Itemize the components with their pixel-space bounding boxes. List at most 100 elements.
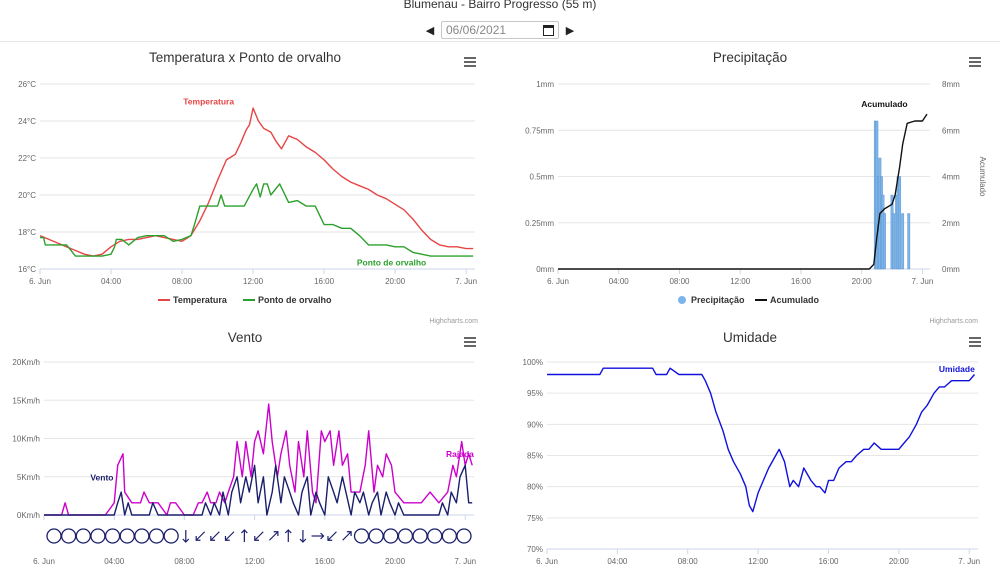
y-tick-label: 0Km/h — [17, 511, 40, 520]
vento-line — [44, 464, 473, 516]
x-tick-label: 20:00 — [852, 277, 873, 286]
x-tick-label: 7. Jun — [455, 277, 477, 286]
wind-arrow-head — [182, 538, 190, 543]
series-label: Umidade — [939, 364, 975, 374]
date-input[interactable]: 06/06/2021 — [441, 21, 559, 39]
wind-arrow-shaft — [327, 531, 337, 541]
y-tick-label: 20°C — [18, 191, 36, 200]
x-tick-label: 12:00 — [748, 557, 769, 566]
y-tick-label: 70% — [527, 545, 543, 554]
legend-item: Ponto de orvalho — [258, 295, 332, 305]
x-tick-label: 20:00 — [889, 557, 910, 566]
wind-direction-arrow — [311, 532, 325, 540]
wind-calm-marker — [427, 528, 443, 544]
y-tick-label: 75% — [527, 514, 543, 523]
y2-axis-label: Acumulado — [978, 156, 987, 197]
x-tick-label: 7. Jun — [912, 277, 934, 286]
wind-direction-arrow — [299, 530, 307, 543]
x-tick-label: 12:00 — [243, 277, 264, 286]
y-tick-label: 5Km/h — [17, 473, 40, 482]
next-day-button[interactable]: ▶ — [565, 24, 575, 37]
wind-chart-panel: Vento 0Km/h 5Km/h 10Km/h 15Km/h 20Km/h 6. Jun 0… — [0, 322, 490, 569]
wind-direction-arrow — [195, 531, 206, 541]
chart-title: Temperatura x Ponto de orvalho — [149, 50, 341, 65]
x-tick-label: 08:00 — [172, 277, 193, 286]
x-tick-label: 6. Jun — [547, 277, 569, 286]
credits: Highcharts.com — [929, 318, 978, 325]
chart-menu-icon[interactable] — [464, 57, 476, 67]
wind-arrow-head — [273, 531, 279, 536]
x-tick-label: 6. Jun — [29, 277, 51, 286]
series-label: Rajada — [446, 449, 474, 459]
wind-calm-marker — [383, 528, 399, 544]
wind-arrow-head — [240, 529, 248, 534]
rajada-line — [44, 403, 473, 516]
legend-item: Acumulado — [770, 295, 820, 305]
x-tick-label: 08:00 — [678, 557, 699, 566]
wind-calm-marker — [368, 528, 384, 544]
y-tick-label: 0.25mm — [525, 219, 554, 228]
chart-menu-icon[interactable] — [464, 337, 476, 347]
page-title: Blumenau - Bairro Progresso (55 m) — [403, 0, 597, 11]
x-tick-label: 04:00 — [607, 557, 628, 566]
chart-menu-icon[interactable] — [969, 337, 981, 347]
chart-menu-icon[interactable] — [969, 57, 981, 67]
x-tick-label: 16:00 — [818, 557, 839, 566]
humidity-chart-panel: Umidade 70% 75% 80% 85% 90% 95% 100% 6. Jun 04:00… — [500, 322, 1000, 569]
x-tick-label: 6. Jun — [536, 557, 558, 566]
wind-calm-marker — [90, 528, 106, 544]
prev-day-button[interactable]: ◀ — [425, 24, 435, 37]
y-tick-label: 24°C — [18, 117, 36, 126]
precipitation-bar — [901, 213, 905, 270]
calendar-icon[interactable] — [543, 24, 554, 36]
wind-arrow-shaft — [225, 531, 235, 541]
x-tick-label: 7. Jun — [958, 557, 980, 566]
series-label: Ponto de orvalho — [357, 257, 426, 267]
wind-calm-marker — [353, 528, 370, 544]
x-tick-label: 12:00 — [730, 277, 751, 286]
wind-direction-arrow — [210, 531, 220, 541]
wind-arrow-head — [284, 529, 292, 534]
date-navigation: ◀ 06/06/2021 ▶ — [0, 19, 1000, 41]
chart-title: Precipitação — [713, 50, 787, 65]
wind-arrow-shaft — [342, 531, 352, 541]
wind-chart: Vento 0Km/h 5Km/h 10Km/h 15Km/h 20Km/h 6. Jun 0… — [12, 330, 476, 566]
y-tick-label: 0.5mm — [530, 173, 555, 182]
precipitation-chart: Precipitação 0mm 0.25mm 0.5mm 0.75mm 1mm 0mm 2m… — [525, 50, 987, 325]
x-tick-label: 20:00 — [385, 557, 406, 566]
y-tick-label: 80% — [527, 483, 543, 492]
y-tick-label: 16°C — [18, 265, 36, 274]
y2-tick-label: 4mm — [942, 173, 960, 182]
chart-title: Umidade — [723, 330, 777, 345]
y-tick-label: 10Km/h — [12, 435, 40, 444]
wind-calm-marker — [441, 528, 458, 544]
x-tick-label: 16:00 — [314, 277, 335, 286]
y-tick-label: 18°C — [18, 228, 36, 237]
wind-direction-arrow — [254, 531, 264, 541]
precipitation-bar — [907, 213, 911, 270]
wind-arrow-head — [224, 536, 230, 541]
y-tick-label: 85% — [527, 452, 543, 461]
x-tick-label: 16:00 — [791, 277, 812, 286]
wind-direction-arrow — [182, 530, 190, 543]
y-tick-label: 90% — [527, 420, 543, 429]
wind-arrow-shaft — [254, 531, 264, 541]
wind-calm-marker — [119, 528, 135, 544]
temperatura-line — [39, 107, 474, 257]
wind-calm-marker — [46, 528, 62, 544]
y-tick-label: 0.75mm — [525, 126, 554, 135]
wind-calm-marker — [104, 528, 121, 544]
wind-arrow-shaft — [268, 531, 279, 541]
x-tick-label: 7. Jun — [454, 557, 476, 566]
wind-direction-arrow — [268, 531, 279, 541]
legend-item: Temperatura — [173, 295, 228, 305]
wind-arrow-head — [210, 536, 216, 541]
y-tick-label: 100% — [523, 358, 543, 367]
y2-tick-label: 2mm — [942, 219, 960, 228]
x-tick-label: 08:00 — [174, 557, 195, 566]
legend-item: Precipitação — [691, 295, 745, 305]
wind-arrow-head — [254, 536, 259, 541]
wind-arrow-head — [346, 531, 352, 536]
y-tick-label: 95% — [527, 389, 543, 398]
umidade-line — [547, 367, 976, 513]
